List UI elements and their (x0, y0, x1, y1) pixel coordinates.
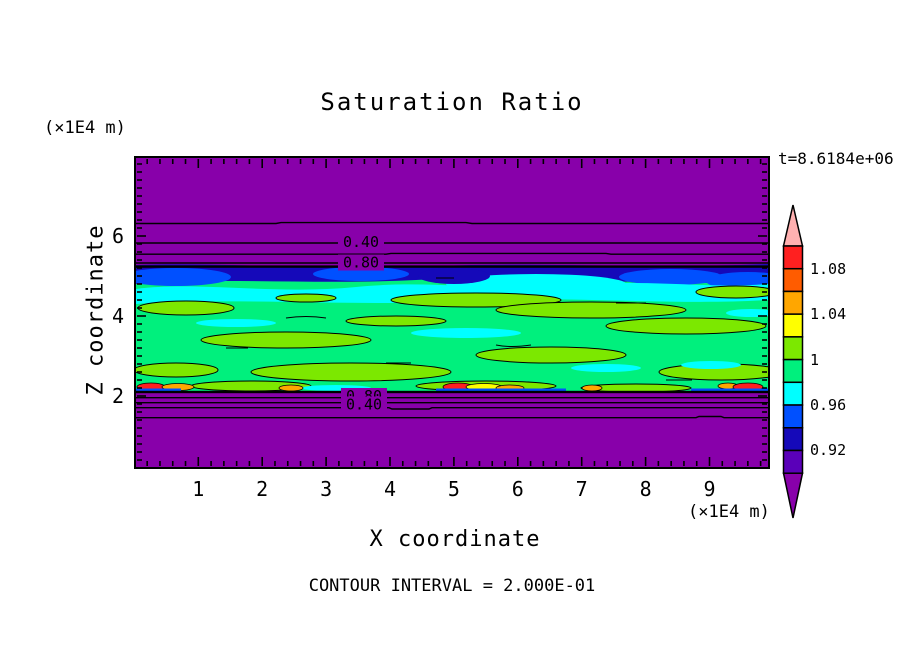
label-mask (338, 234, 384, 250)
y-tick-label: 4 (111, 304, 124, 328)
colorbar-segment (782, 427, 804, 452)
contour-interval-note: CONTOUR INTERVAL = 2.000E-01 (308, 576, 596, 596)
contour-plot-canvas: 0.40 0.80 0.80 0.40 (136, 158, 768, 467)
contour-label-040-top: 0.40 (343, 233, 379, 251)
page-title: Saturation Ratio (320, 88, 584, 116)
y-tick-labels: 6 4 2 (90, 158, 124, 467)
colorbar-segment (782, 404, 804, 429)
colorbar-segment (782, 358, 804, 384)
plot-area: 0.40 0.80 0.80 0.40 (134, 156, 770, 469)
colorbar (782, 204, 804, 519)
x-tick-label: 6 (511, 477, 524, 501)
x-axis-unit: (×1E4 m) (688, 502, 770, 522)
minor-contours (226, 277, 692, 381)
x-tick-label: 9 (703, 477, 716, 501)
colorbar-tick-label: 1.04 (810, 305, 847, 324)
cyan-patch (446, 274, 626, 294)
contour-label-040-bottom: 0.40 (346, 396, 382, 414)
navy-pocket (418, 268, 490, 284)
blue-patch (619, 269, 723, 285)
colorbar-segment (782, 245, 804, 270)
x-axis-title: X coordinate (369, 527, 541, 552)
x-tick-label: 7 (575, 477, 588, 501)
lower-contour-lines (136, 396, 768, 419)
x-tick-label: 2 (256, 477, 269, 501)
band-top-edge (136, 265, 768, 268)
contour-label-080-top: 0.80 (343, 254, 379, 272)
colorbar-segment (782, 381, 804, 406)
colorbar-segment (782, 449, 804, 474)
axis-ticks (137, 159, 767, 466)
y-tick-label: 2 (111, 384, 124, 408)
colorbar-segment (782, 336, 804, 361)
label-mask (338, 254, 384, 271)
x-tick-label: 4 (383, 477, 397, 501)
chartreuse-lenses (136, 285, 768, 393)
x-tick-label: 8 (639, 477, 652, 501)
upper-contour-lines (136, 221, 768, 264)
y-axis-unit: (×1E4 m) (44, 118, 126, 138)
time-annotation: t=8.6184e+06 (778, 149, 894, 168)
band-bottom-edge (136, 390, 768, 394)
colorbar-segment (782, 313, 804, 338)
blue-patch (136, 268, 231, 286)
blue-patch (313, 267, 409, 281)
x-tick-label: 1 (192, 477, 205, 501)
colorbar-labels: 1.08 1.04 1 0.96 0.92 (810, 204, 870, 519)
y-tick-label: 6 (111, 224, 124, 248)
colorbar-arrow (782, 204, 804, 247)
colorbar-tick-label: 0.92 (810, 441, 847, 460)
colorbar-segment (782, 267, 804, 293)
colorbar-segment (782, 290, 804, 315)
x-tick-label: 5 (447, 477, 460, 501)
colorbar-tick-label: 1.08 (810, 259, 847, 278)
colorbar-tick-label: 0.96 (810, 396, 847, 415)
x-tick-labels: 1 2 3 4 5 6 7 8 9 (136, 477, 768, 501)
blue-bottom-layer (136, 388, 768, 392)
x-tick-label: 3 (320, 477, 333, 501)
label-mask (341, 396, 387, 413)
colorbar-arrow (782, 472, 804, 519)
colorbar-tick-label: 1 (810, 350, 820, 369)
